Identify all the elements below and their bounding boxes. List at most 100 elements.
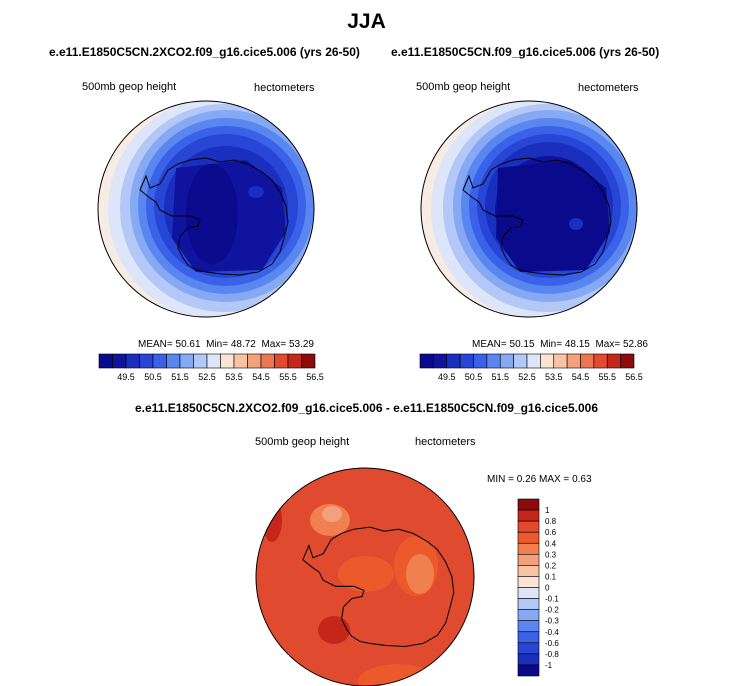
panel-1-min: 48.72 bbox=[230, 339, 256, 350]
difference-colorbar-swatch bbox=[517, 576, 540, 588]
difference-min: 0.26 bbox=[516, 474, 537, 485]
panel-2-colorbar-swatch bbox=[459, 353, 474, 369]
panel-1-colorbar-swatch bbox=[233, 353, 248, 369]
difference-colorbar-tick-label: 0.8 bbox=[545, 517, 557, 526]
difference-colorbar-swatch bbox=[517, 554, 540, 566]
panel-1-max: 53.29 bbox=[288, 339, 314, 350]
difference-colorbar-swatch bbox=[517, 620, 540, 633]
panel-2-case-title: e.e11.E1850C5CN.f09_g16.cice5.006 (yrs 2… bbox=[391, 45, 660, 59]
panel-2-colorbar-tick-label: 54.5 bbox=[572, 372, 590, 382]
panel-1-colorbar-tick-label: 55.5 bbox=[279, 372, 297, 382]
panel-2-colorbar-swatch bbox=[620, 353, 635, 369]
panel-2-colorbar-tick-label: 53.5 bbox=[545, 372, 563, 382]
difference-colorbar-swatch bbox=[517, 642, 540, 655]
difference-colorbar-tick-label: -0.2 bbox=[545, 606, 559, 615]
panel-2-mean: 50.15 bbox=[509, 339, 535, 350]
panel-1-colorbar-swatch bbox=[260, 353, 275, 369]
difference-colorbar-tick-label: -0.6 bbox=[545, 639, 559, 648]
panel-2-colorbar-tick-label: 52.5 bbox=[518, 372, 536, 382]
panel-2-colorbar-swatch bbox=[540, 353, 555, 369]
panel-1-map-border bbox=[97, 100, 315, 318]
difference-colorbar-tick-label: -0.3 bbox=[545, 617, 559, 626]
panel-1-colorbar-tick-label: 51.5 bbox=[171, 372, 189, 382]
panel-1-colorbar-swatch bbox=[112, 353, 127, 369]
panel-2-colorbar-tick-label: 51.5 bbox=[491, 372, 509, 382]
panel-1-colorbar-tick-label: 56.5 bbox=[306, 372, 324, 382]
difference-colorbar-swatch bbox=[517, 653, 540, 666]
difference-colorbar-swatch bbox=[517, 531, 540, 544]
difference-colorbar-swatch bbox=[517, 565, 540, 577]
difference-colorbar-swatch bbox=[517, 631, 540, 644]
panel-2-colorbar-swatch bbox=[419, 353, 434, 369]
panel-1-colorbar-swatch bbox=[274, 353, 289, 369]
difference-colorbar-tick-label: -0.4 bbox=[545, 628, 559, 637]
panel-1-colorbar-tick-label: 53.5 bbox=[225, 372, 243, 382]
panel-1-colorbar-tick-label: 52.5 bbox=[198, 372, 216, 382]
difference-colorbar-tick-label: -0.1 bbox=[545, 595, 559, 604]
panel-1-colorbar-swatch bbox=[301, 353, 316, 369]
panel-2-colorbar-tick-label: 56.5 bbox=[625, 372, 643, 382]
panel-1-stats: MEAN= 50.61 Min= 48.72 Max= 53.29 bbox=[138, 339, 314, 350]
panel-2-map bbox=[421, 101, 637, 317]
panel-1-colorbar-swatch bbox=[247, 353, 262, 369]
panel-1-colorbar-swatch bbox=[193, 353, 208, 369]
difference-colorbar: 1 0.8 0.6 0.4 0.3 0.2 0.1 0 -0.1 -0.2 -0.3 -0.4 -0.6… bbox=[517, 498, 559, 677]
panel-2-colorbar-tick-label: 50.5 bbox=[465, 372, 483, 382]
panel-2-colorbar-swatch bbox=[606, 353, 621, 369]
difference-title: e.e11.E1850C5CN.2XCO2.f09_g16.cice5.006 … bbox=[135, 401, 598, 415]
panel-2-colorbar-swatch bbox=[433, 353, 448, 369]
difference-colorbar-swatch bbox=[517, 587, 540, 599]
panel-2-colorbar-tick-label: 49.5 bbox=[438, 372, 456, 382]
panel-1-colorbar-swatch bbox=[179, 353, 194, 369]
panel-2-colorbar-swatch bbox=[513, 353, 528, 369]
panel-1-colorbar-swatch bbox=[139, 353, 154, 369]
panel-2-colorbar-swatch bbox=[593, 353, 608, 369]
panel-1-variable-label: 500mb geop height bbox=[82, 81, 177, 93]
panel-2-colorbar-swatch bbox=[446, 353, 461, 369]
panel-1-colorbar-swatch bbox=[206, 353, 221, 369]
panel-2-colorbar-swatch bbox=[566, 353, 581, 369]
difference-colorbar-tick-label: -1 bbox=[545, 661, 553, 670]
difference-colorbar-swatch bbox=[517, 542, 540, 555]
panel-2-variable-label: 500mb geop height bbox=[416, 81, 511, 93]
panel-1-mean: 50.61 bbox=[175, 339, 201, 350]
panel-1-colorbar-tick-label: 49.5 bbox=[117, 372, 135, 382]
difference-colorbar-tick-label: -0.8 bbox=[545, 650, 559, 659]
panel-2-colorbar-swatch bbox=[553, 353, 568, 369]
difference-colorbar-swatch bbox=[517, 520, 540, 533]
panel-1-map bbox=[98, 101, 314, 317]
panel-2-max: 52.86 bbox=[622, 339, 648, 350]
panel-2-colorbar-swatch bbox=[499, 353, 514, 369]
difference-colorbar-tick-label: 0 bbox=[545, 584, 550, 593]
panel-2-map-border bbox=[420, 100, 638, 318]
figure-title: JJA bbox=[347, 10, 386, 33]
difference-colorbar-tick-label: 0.6 bbox=[545, 528, 557, 537]
panel-1-colorbar-swatch bbox=[166, 353, 181, 369]
difference-colorbar-swatch bbox=[517, 664, 540, 677]
panel-1-colorbar: 49.5 50.5 51.5 52.5 53.5 54.5 55.5 56.5 bbox=[98, 353, 324, 382]
panel-2-colorbar-swatch bbox=[526, 353, 541, 369]
panel-1-colorbar-swatch bbox=[98, 353, 113, 369]
difference-colorbar-tick-label: 0.2 bbox=[545, 561, 557, 570]
panel-1-colorbar-tick-label: 50.5 bbox=[144, 372, 162, 382]
panel-2-min: 48.15 bbox=[564, 339, 590, 350]
difference-colorbar-tick-label: 1 bbox=[545, 506, 550, 515]
difference-colorbar-swatch bbox=[517, 509, 540, 522]
difference-units-label: hectometers bbox=[415, 436, 476, 448]
panel-1-colorbar-swatch bbox=[152, 353, 167, 369]
difference-variable-label: 500mb geop height bbox=[255, 436, 350, 448]
panel-2-colorbar-swatch bbox=[486, 353, 501, 369]
panel-1-colorbar-swatch bbox=[287, 353, 302, 369]
panel-1-colorbar-tick-label: 54.5 bbox=[252, 372, 270, 382]
panel-2-colorbar-swatch bbox=[580, 353, 595, 369]
difference-map-border bbox=[255, 467, 475, 686]
panel-1-colorbar-swatch bbox=[220, 353, 235, 369]
difference-max: 0.63 bbox=[572, 474, 592, 485]
difference-colorbar-tick-label: 0.3 bbox=[545, 550, 557, 559]
difference-stats: MIN = 0.26 MAX = 0.63 bbox=[487, 474, 592, 485]
panel-2-stats: MEAN= 50.15 Min= 48.15 Max= 52.86 bbox=[472, 339, 648, 350]
difference-map bbox=[256, 468, 474, 686]
difference-colorbar-swatch bbox=[517, 498, 540, 511]
difference-colorbar-swatch bbox=[517, 598, 540, 610]
